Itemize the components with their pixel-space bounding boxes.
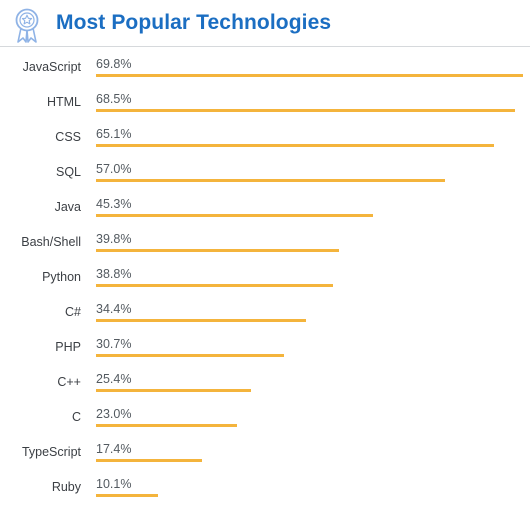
value-label: 45.3% [96, 197, 131, 211]
bar [96, 214, 373, 217]
value-label: 17.4% [96, 442, 131, 456]
value-label: 39.8% [96, 232, 131, 246]
category-label: HTML [47, 95, 81, 109]
bar [96, 284, 333, 287]
category-label: JavaScript [23, 60, 82, 74]
bar [96, 144, 494, 147]
bar [96, 179, 445, 182]
bar [96, 494, 158, 497]
bar [96, 109, 515, 112]
category-label: C# [65, 305, 81, 319]
award-ribbon-icon [15, 8, 39, 43]
bar [96, 424, 237, 427]
value-label: 23.0% [96, 407, 131, 421]
value-label: 68.5% [96, 92, 131, 106]
category-label: C [72, 410, 81, 424]
value-label: 34.4% [96, 302, 131, 316]
category-label: Ruby [52, 480, 82, 494]
value-label: 57.0% [96, 162, 131, 176]
bar [96, 249, 339, 252]
bar [96, 74, 523, 77]
value-label: 10.1% [96, 477, 131, 491]
bar [96, 319, 306, 322]
bar [96, 459, 202, 462]
category-label: C++ [57, 375, 81, 389]
value-label: 69.8% [96, 57, 131, 71]
value-label: 25.4% [96, 372, 131, 386]
category-label: TypeScript [22, 445, 82, 459]
category-label: CSS [55, 130, 81, 144]
category-label: Java [55, 200, 81, 214]
value-label: 30.7% [96, 337, 131, 351]
bar [96, 354, 284, 357]
value-label: 65.1% [96, 127, 131, 141]
bar [96, 389, 251, 392]
value-label: 38.8% [96, 267, 131, 281]
category-label: Python [42, 270, 81, 284]
category-label: Bash/Shell [21, 235, 81, 249]
chart-title: Most Popular Technologies [56, 11, 332, 34]
category-label: SQL [56, 165, 81, 179]
category-label: PHP [55, 340, 81, 354]
chart-header: Most Popular Technologies [0, 0, 530, 47]
